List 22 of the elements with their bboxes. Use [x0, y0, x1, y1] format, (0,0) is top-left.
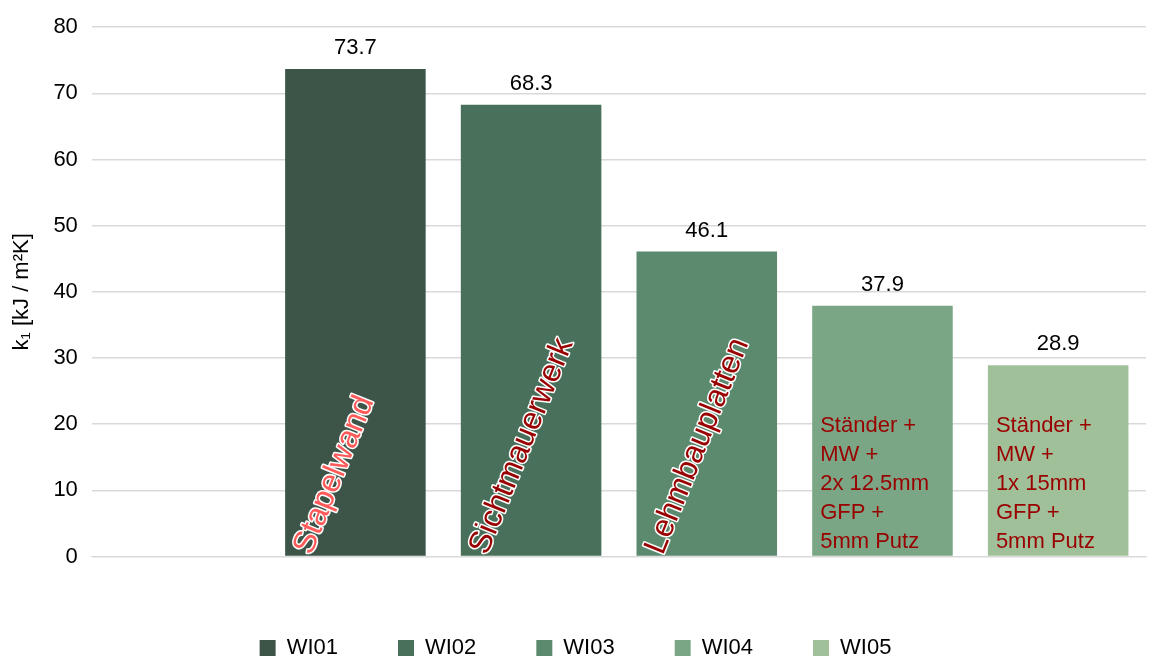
legend-label: WI04	[701, 634, 754, 660]
legend-label: WI01	[286, 634, 338, 660]
data-label: 73.7	[333, 33, 377, 59]
legend-label: WI05	[840, 634, 892, 660]
y-tick-label: 30	[53, 344, 78, 370]
data-label: 28.9	[1036, 330, 1080, 356]
annotation: Ständer + MW + 1x 15mm GFP + 5mm Putz	[995, 411, 1095, 553]
y-tick-label: 60	[53, 145, 78, 171]
data-label: 37.9	[861, 270, 904, 296]
y-tick-label: 40	[53, 277, 78, 303]
y-tick-label: 70	[53, 79, 78, 105]
y-axis-title: k₁ [kJ / m²K]	[8, 233, 34, 351]
data-label: 68.3	[509, 69, 553, 95]
legend-label: WI02	[424, 634, 477, 660]
data-label: 46.1	[685, 216, 729, 242]
y-tick-label: 20	[53, 410, 78, 436]
y-tick-label: 50	[53, 211, 78, 237]
y-tick-label: 80	[53, 13, 78, 39]
legend-label: WI03	[563, 634, 615, 660]
y-tick-label: 0	[65, 542, 78, 568]
annotation: Ständer + MW + 2x 12.5mm GFP + 5mm Putz	[820, 411, 930, 553]
y-tick-label: 10	[53, 476, 78, 502]
